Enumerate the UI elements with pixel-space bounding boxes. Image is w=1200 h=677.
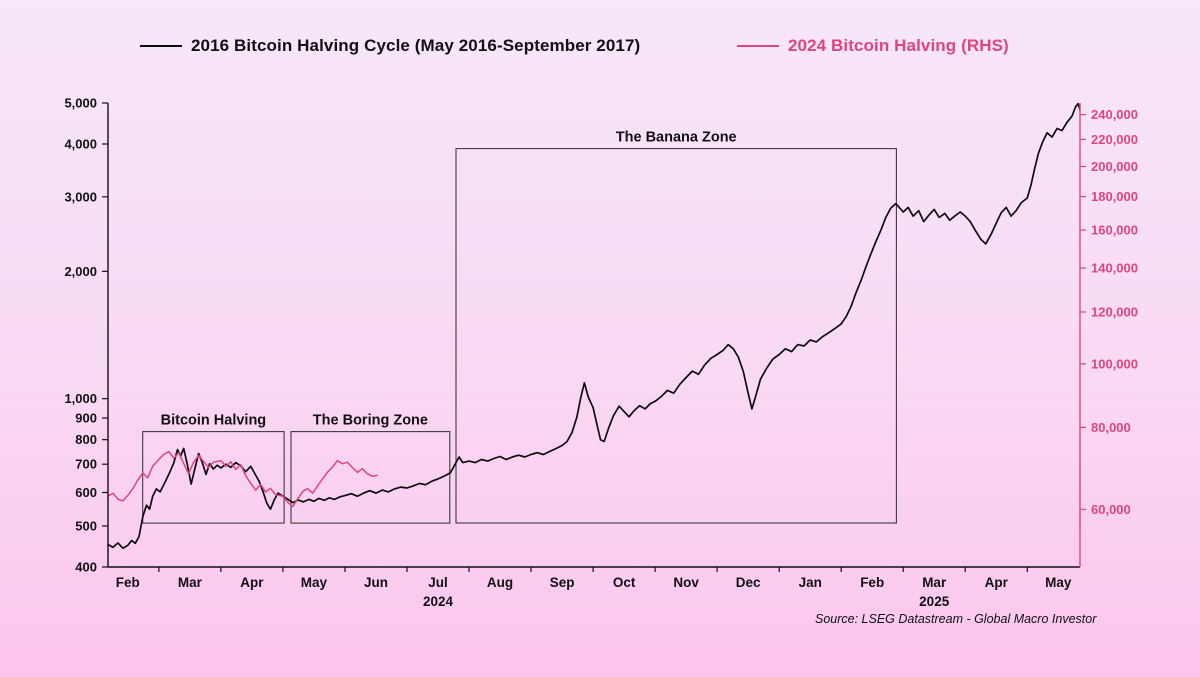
month-label-3-may: May [301,575,328,590]
month-label-2-apr: Apr [240,575,264,590]
legend-line-2024-sample [737,45,779,47]
source-note: Source: LSEG Datastream - Global Macro I… [815,612,1097,626]
left-axis-tick-label: 2,000 [64,264,97,279]
legend-label-2016-cycle: 2016 Bitcoin Halving Cycle (May 2016-Sep… [191,36,641,55]
right-axis-tick-label: 80,000 [1091,420,1131,435]
annotation-label-0: Bitcoin Halving [161,413,267,429]
year-label-2025: 2025 [919,594,950,609]
left-axis-tick-label: 1,000 [64,391,97,406]
chart-legend: 2016 Bitcoin Halving Cycle (May 2016-Sep… [0,36,1200,62]
annotation-label-1: The Boring Zone [313,413,428,429]
left-axis-tick-label: 500 [75,519,97,534]
month-label-12-feb: Feb [860,575,884,590]
right-axis-tick-label: 240,000 [1091,107,1138,122]
month-label-7-sep: Sep [550,575,575,590]
annotation-box-0 [142,431,285,524]
left-axis-tick-label: 5,000 [64,96,97,111]
right-axis-tick-label: 180,000 [1091,189,1138,204]
year-label-2024: 2024 [423,594,454,609]
annotation-label-2: The Banana Zone [616,130,737,146]
annotation-box-1 [290,431,451,524]
legend-line-2016-sample [140,45,182,47]
series-line-2024-halving [107,450,378,508]
series-line-2016-cycle [107,102,1081,550]
month-label-13-mar: Mar [922,575,947,590]
month-label-10-dec: Dec [736,575,761,590]
left-axis-tick-label: 3,000 [64,189,97,204]
legend-label-2024-halving: 2024 Bitcoin Halving (RHS) [788,36,1009,55]
month-label-14-apr: Apr [985,575,1009,590]
month-label-1-mar: Mar [178,575,203,590]
month-label-15-may: May [1045,575,1072,590]
left-axis-tick-label: 400 [75,560,97,575]
right-axis-tick-label: 220,000 [1091,132,1138,147]
left-axis-tick-label: 800 [75,432,97,447]
right-axis-tick-label: 120,000 [1091,304,1138,319]
legend-item-2024-halving: 2024 Bitcoin Halving (RHS) [737,36,1009,56]
month-label-8-oct: Oct [613,575,636,590]
month-label-5-jul: Jul [428,575,448,590]
left-axis-tick-label: 900 [75,411,97,426]
month-label-9-nov: Nov [673,575,699,590]
month-label-6-aug: Aug [487,575,513,590]
left-axis-tick-label: 600 [75,485,97,500]
right-axis-tick-label: 100,000 [1091,356,1138,371]
legend-item-2016-cycle: 2016 Bitcoin Halving Cycle (May 2016-Sep… [140,36,640,56]
right-axis-tick-label: 140,000 [1091,261,1138,276]
month-label-4-jun: Jun [364,575,388,590]
left-axis-tick-label: 700 [75,457,97,472]
right-axis-tick-label: 160,000 [1091,223,1138,238]
annotation-box-2 [455,148,897,524]
right-axis-tick-label: 200,000 [1091,159,1138,174]
month-label-11-jan: Jan [799,575,822,590]
right-axis-tick-label: 60,000 [1091,502,1131,517]
month-label-0-feb: Feb [116,575,140,590]
left-axis-tick-label: 4,000 [64,136,97,151]
